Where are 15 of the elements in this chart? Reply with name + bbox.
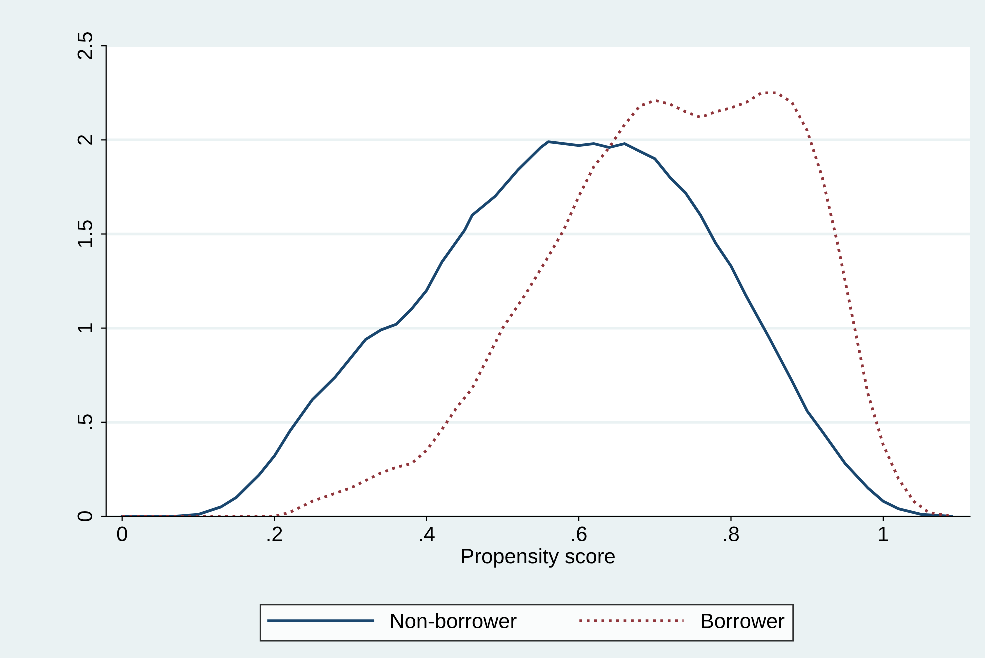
- x-tick-label: 0: [117, 526, 128, 542]
- y-tick-label: .5: [78, 414, 93, 430]
- y-tick-label: 2.5: [78, 32, 93, 60]
- x-tick-label: .2: [268, 526, 282, 542]
- legend-label: Borrower: [702, 614, 785, 629]
- legend-label: Non-borrower: [392, 613, 517, 629]
- x-tick-label: 1: [879, 527, 888, 542]
- x-tick-label: .8: [724, 526, 740, 542]
- x-axis-title: Propensity score: [462, 548, 615, 568]
- x-tick-label: .6: [572, 526, 587, 542]
- x-tick-label: .4: [420, 527, 435, 542]
- y-tick-label: 2: [78, 135, 92, 145]
- y-tick-label: 0: [78, 512, 93, 522]
- y-tick-label: 1.5: [78, 220, 93, 248]
- y-tick-label: 1: [78, 324, 92, 333]
